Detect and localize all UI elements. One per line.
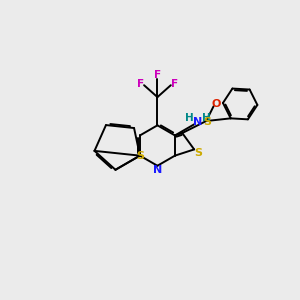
Text: H: H [184, 113, 193, 123]
Text: N: N [194, 117, 203, 127]
Text: S: S [195, 148, 203, 158]
Text: F: F [154, 70, 161, 80]
Text: S: S [203, 117, 211, 127]
Text: N: N [153, 165, 162, 175]
Text: F: F [137, 79, 144, 89]
Text: S: S [136, 151, 144, 160]
Text: H: H [202, 113, 211, 123]
Text: F: F [171, 79, 178, 89]
Text: O: O [211, 99, 221, 109]
